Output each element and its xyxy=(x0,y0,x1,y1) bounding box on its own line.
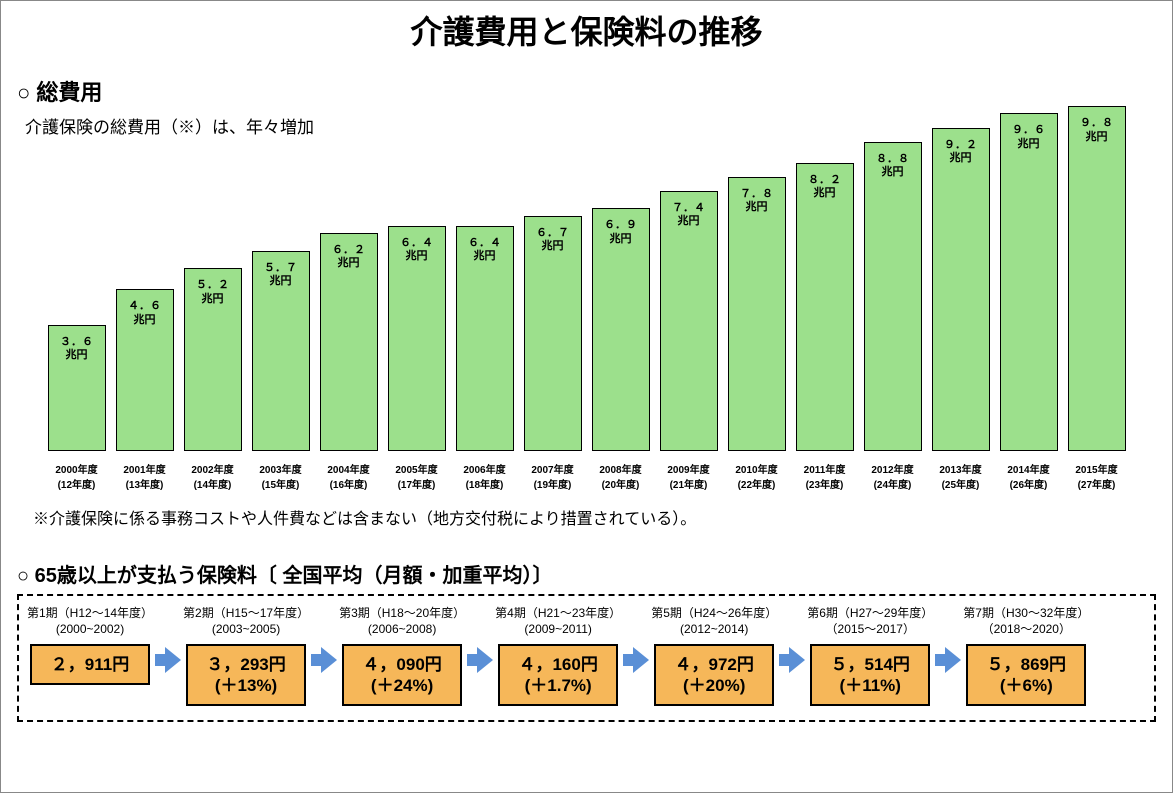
chart-bar: ５．７ 兆円 xyxy=(252,251,310,452)
period-value-box: ２，911円 xyxy=(30,644,150,685)
bar-value-label: ７．８ 兆円 xyxy=(729,188,785,214)
chart-bar: ８．８ 兆円 xyxy=(864,142,922,452)
period-header: 第1期（H12～14年度） (2000~2002) xyxy=(27,606,153,637)
bar-value-label: ６．９ 兆円 xyxy=(593,219,649,245)
period-header: 第3期（H18～20年度） (2006~2008) xyxy=(339,606,465,637)
arrow-icon xyxy=(311,606,337,672)
chart-bar: ６．９ 兆円 xyxy=(592,208,650,451)
chart-bar: ６．４ 兆円 xyxy=(456,226,514,451)
bar-value-label: ６．２ 兆円 xyxy=(321,244,377,270)
period-header: 第7期（H30～32年度） （2018～2020） xyxy=(963,606,1089,637)
period-value-box: ５，869円 (＋6%) xyxy=(966,644,1086,707)
x-axis-label: 2003年度 (15年度) xyxy=(252,459,310,493)
chart-bar: ４．６ 兆円 xyxy=(116,289,174,451)
chart-bar: ５．２ 兆円 xyxy=(184,268,242,451)
chart-bar: ８．２ 兆円 xyxy=(796,163,854,452)
x-axis-label: 2009年度 (21年度) xyxy=(660,459,718,493)
x-axis-label: 2008年度 (20年度) xyxy=(592,459,650,493)
bars-row: ３．６ 兆円 ４．６ 兆円 ５．２ 兆円 ５．７ 兆円 ６．２ 兆円 ６．４ 兆円 ６．４ … xyxy=(37,106,1137,451)
x-axis-label: 2011年度 (23年度) xyxy=(796,459,854,493)
arrow-icon xyxy=(935,606,961,672)
bar-value-label: ６．７ 兆円 xyxy=(525,227,581,253)
bar-value-label: ７．４ 兆円 xyxy=(661,202,717,228)
arrow-icon xyxy=(623,606,649,672)
bar-value-label: ３．６ 兆円 xyxy=(49,336,105,362)
bar-value-label: ９．８ 兆円 xyxy=(1069,117,1125,143)
bar-value-label: ５．２ 兆円 xyxy=(185,279,241,305)
chart-bar: ９．８ 兆円 xyxy=(1068,106,1126,451)
arrow-icon xyxy=(155,606,181,672)
period-value-box: ４，972円 (＋20%) xyxy=(654,644,774,707)
page-title: 介護費用と保険料の推移 xyxy=(17,13,1156,51)
period-column: 第3期（H18～20年度） (2006~2008) ４，090円 (＋24%) xyxy=(339,606,465,706)
periods-container: 第1期（H12～14年度） (2000~2002)２，911円第2期（H15～1… xyxy=(17,594,1156,722)
period-value-box: ４，160円 (＋1.7%) xyxy=(498,644,618,707)
x-axis-label: 2010年度 (22年度) xyxy=(728,459,786,493)
bar-value-label: ９．２ 兆円 xyxy=(933,139,989,165)
chart-footnote: ※介護保険に係る事務コストや人件費などは含まない（地方交付税により措置されている… xyxy=(33,505,1156,529)
bar-value-label: ８．２ 兆円 xyxy=(797,174,853,200)
x-axis-label: 2000年度 (12年度) xyxy=(48,459,106,493)
chart-bar: ６．４ 兆円 xyxy=(388,226,446,451)
period-column: 第5期（H24～26年度） (2012~2014) ４，972円 (＋20%) xyxy=(651,606,777,706)
x-axis-label: 2006年度 (18年度) xyxy=(456,459,514,493)
bar-value-label: ９．６ 兆円 xyxy=(1001,124,1057,150)
chart-bar: ３．６ 兆円 xyxy=(48,325,106,452)
x-axis-label: 2001年度 (13年度) xyxy=(116,459,174,493)
chart-bar: ６．７ 兆円 xyxy=(524,216,582,452)
period-column: 第6期（H27～29年度） （2015～2017） ５，514円 (＋11%) xyxy=(807,606,933,706)
chart-bar: ９．２ 兆円 xyxy=(932,128,990,452)
bar-value-label: ６．４ 兆円 xyxy=(457,237,513,263)
x-labels-row: 2000年度 (12年度) 2001年度 (13年度) 2002年度 (14年度) 2… xyxy=(37,459,1137,493)
bar-value-label: ４．６ 兆円 xyxy=(117,300,173,326)
x-axis-label: 2002年度 (14年度) xyxy=(184,459,242,493)
period-value-box: ４，090円 (＋24%) xyxy=(342,644,462,707)
period-header: 第5期（H24～26年度） (2012~2014) xyxy=(651,606,777,637)
period-header: 第4期（H21～23年度） (2009~2011) xyxy=(495,606,621,637)
x-axis-label: 2004年度 (16年度) xyxy=(320,459,378,493)
x-axis-label: 2015年度 (27年度) xyxy=(1068,459,1126,493)
period-header: 第2期（H15～17年度） (2003~2005) xyxy=(183,606,309,637)
period-column: 第4期（H21～23年度） (2009~2011) ４，160円 (＋1.7%) xyxy=(495,606,621,706)
period-header: 第6期（H27～29年度） （2015～2017） xyxy=(807,606,933,637)
chart-bar: ７．８ 兆円 xyxy=(728,177,786,452)
chart-bar: ７．４ 兆円 xyxy=(660,191,718,452)
period-value-box: ５，514円 (＋11%) xyxy=(810,644,930,707)
x-axis-label: 2014年度 (26年度) xyxy=(1000,459,1058,493)
bar-value-label: ６．４ 兆円 xyxy=(389,237,445,263)
arrow-icon xyxy=(779,606,805,672)
period-value-box: ３，293円 (＋13%) xyxy=(186,644,306,707)
chart-bar: ６．２ 兆円 xyxy=(320,233,378,451)
x-axis-label: 2007年度 (19年度) xyxy=(524,459,582,493)
bar-value-label: ５．７ 兆円 xyxy=(253,262,309,288)
chart-bar: ９．６ 兆円 xyxy=(1000,113,1058,451)
period-column: 第2期（H15～17年度） (2003~2005) ３，293円 (＋13%) xyxy=(183,606,309,706)
period-column: 第7期（H30～32年度） （2018～2020） ５，869円 (＋6%) xyxy=(963,606,1089,706)
x-axis-label: 2012年度 (24年度) xyxy=(864,459,922,493)
x-axis-label: 2013年度 (25年度) xyxy=(932,459,990,493)
bar-value-label: ８．８ 兆円 xyxy=(865,153,921,179)
section2-heading: ○ 65歳以上が支払う保険料〔 全国平均（月額・加重平均）〕 xyxy=(17,559,1156,588)
bar-chart: ３．６ 兆円 ４．６ 兆円 ５．２ 兆円 ５．７ 兆円 ６．２ 兆円 ６．４ 兆円 ６．４ … xyxy=(37,93,1137,493)
arrow-icon xyxy=(467,606,493,672)
x-axis-label: 2005年度 (17年度) xyxy=(388,459,446,493)
period-column: 第1期（H12～14年度） (2000~2002) ２，911円 xyxy=(27,606,153,684)
